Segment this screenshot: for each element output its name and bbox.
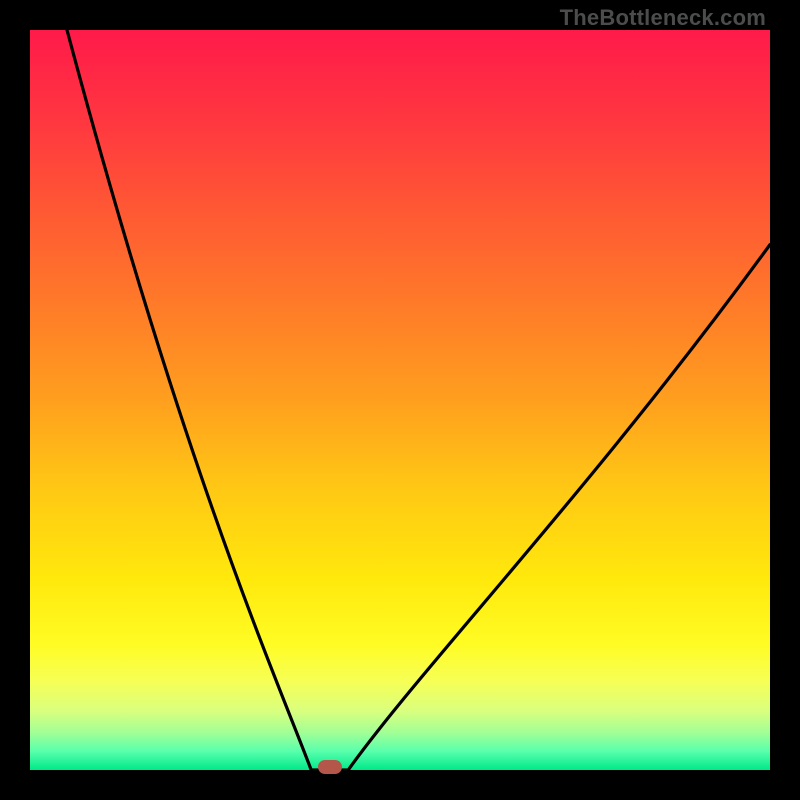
- bottleneck-curve: [30, 30, 770, 770]
- plot-frame: [30, 30, 770, 770]
- optimum-marker: [318, 760, 342, 774]
- v-curve-path: [67, 30, 770, 770]
- watermark-text: TheBottleneck.com: [560, 5, 766, 31]
